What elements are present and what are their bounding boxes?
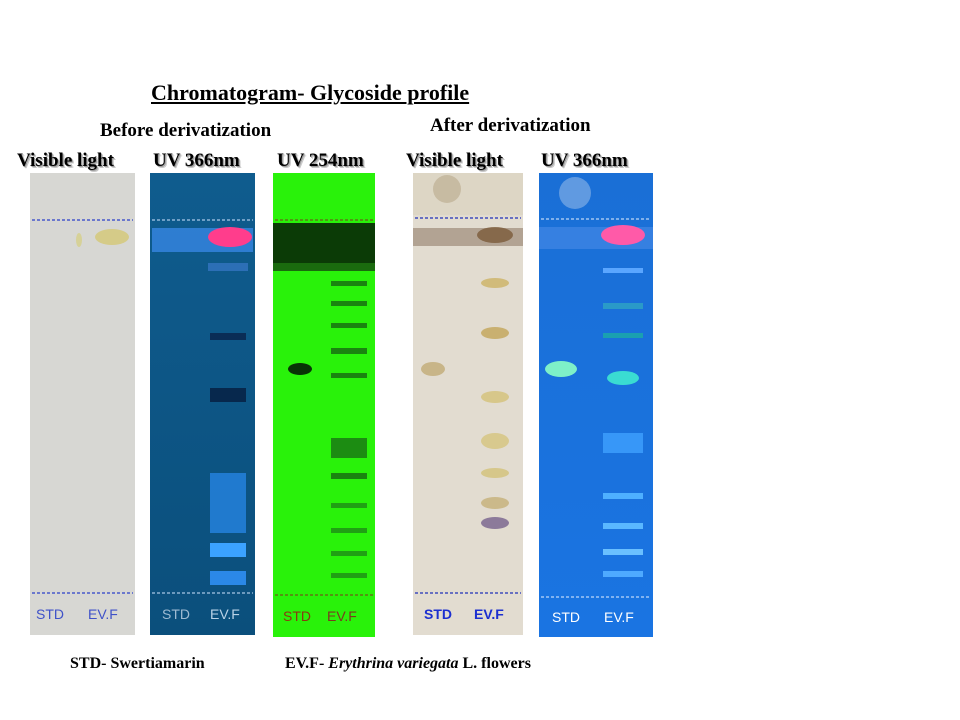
legend-evf: EV.F- Erythrina variegata L. flowers <box>285 655 531 673</box>
group-label-before: Before derivatization <box>100 120 272 141</box>
column-label-visible-after: Visible light <box>406 150 503 171</box>
legend-std: STD- Swertiamarin <box>70 655 205 672</box>
plate-image <box>273 173 375 637</box>
lane-label-std: STD <box>552 609 580 625</box>
tlc-plate-visible-before: STD EV.F <box>30 173 135 635</box>
page-title: Chromatogram- Glycoside profile <box>151 80 470 105</box>
legend-evf-suffix: L. flowers <box>458 655 531 672</box>
lane-label-std: STD <box>283 608 311 624</box>
tlc-plate-uv366-after: STD EV.F <box>539 173 653 637</box>
lane-label-evf: EV.F <box>474 606 504 622</box>
plate-image <box>413 173 523 635</box>
lane-label-std: STD <box>424 606 452 622</box>
plate-image <box>30 173 135 635</box>
column-label-visible-before: Visible light <box>17 150 114 171</box>
group-label-after: After derivatization <box>430 115 591 136</box>
plate-image <box>150 173 255 635</box>
lane-label-std: STD <box>162 606 190 622</box>
lane-label-evf: EV.F <box>210 606 240 622</box>
lane-label-evf: EV.F <box>88 606 118 622</box>
tlc-plate-visible-after: STD EV.F <box>413 173 523 635</box>
legend-evf-prefix: EV.F- <box>285 655 329 672</box>
lane-label-evf: EV.F <box>604 609 634 625</box>
lane-label-std: STD <box>36 606 64 622</box>
column-label-uv366-after: UV 366nm <box>541 150 628 171</box>
tlc-plate-uv366-before: STD EV.F <box>150 173 255 635</box>
lane-label-evf: EV.F <box>327 608 357 624</box>
legend-evf-species: Erythrina variegata <box>328 655 459 672</box>
plate-image <box>539 173 653 637</box>
tlc-plate-uv254: STD EV.F <box>273 173 375 637</box>
column-label-uv366-before: UV 366nm <box>153 150 240 171</box>
column-label-uv254: UV 254nm <box>277 150 364 171</box>
